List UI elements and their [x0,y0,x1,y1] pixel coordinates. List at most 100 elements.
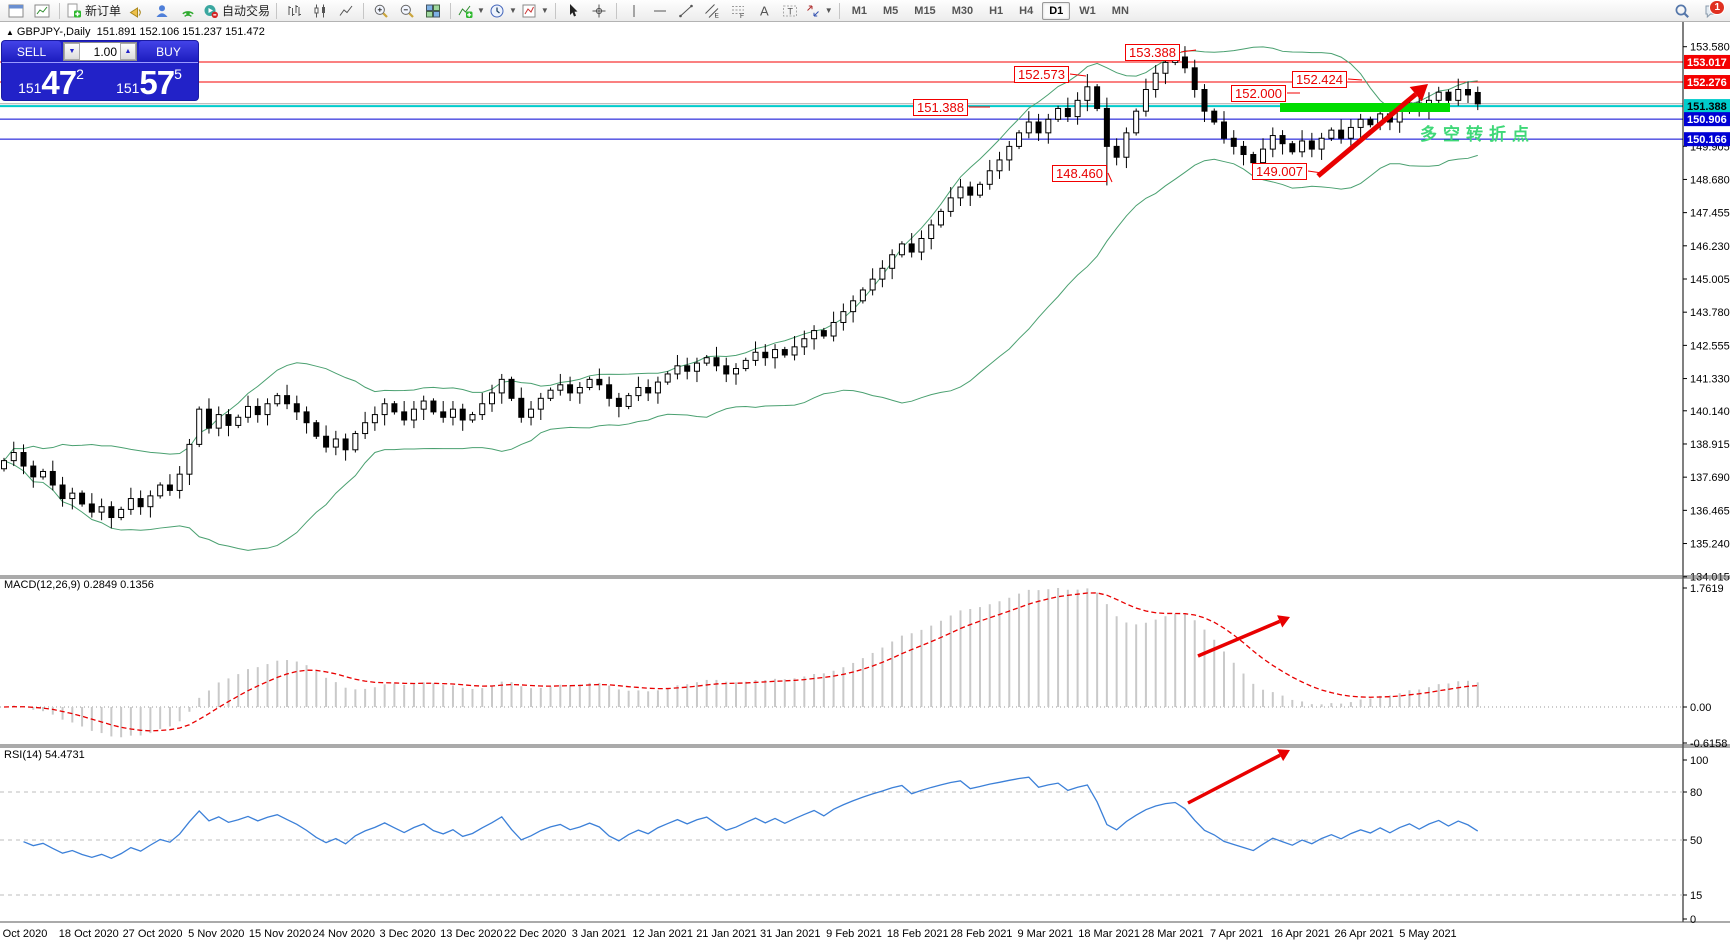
bar-chart-icon[interactable] [281,1,307,21]
timeframe-D1[interactable]: D1 [1042,1,1071,20]
zoom-out-icon[interactable] [394,1,420,21]
svg-text:0: 0 [1690,914,1696,926]
chart-window-icon[interactable] [29,1,55,21]
sell-price[interactable]: 151 47 2 [2,62,100,100]
date-label: 18 Oct 2020 [58,928,119,940]
price-callout[interactable]: 149.007 [1252,163,1307,180]
bar-chart-icon [288,4,302,16]
candlestick-chart-icon[interactable] [307,1,333,21]
chevron-down-icon[interactable]: ▼ [477,6,485,15]
volume-up-button[interactable]: ▲ [120,43,136,60]
notifications-button[interactable]: 1 [1701,0,1725,21]
autotrading-button[interactable]: 自动交易 [201,1,272,21]
cursor-icon[interactable] [560,1,586,21]
alerts-icon[interactable] [123,1,149,21]
vertical-line-icon [633,4,635,17]
toolbar-separator [615,2,617,19]
price-callout[interactable]: 151.388 [913,99,968,116]
text-label-icon[interactable]: T [777,1,803,21]
periods-icon [490,4,504,17]
market-icon [156,4,168,17]
svg-text:150.906: 150.906 [1687,114,1727,126]
arrows-icon[interactable]: ▼ [803,1,835,21]
price-callout[interactable]: 152.000 [1231,85,1286,102]
toolbar-separator [59,2,60,19]
timeframe-MN[interactable]: MN [1111,4,1129,17]
date-label: 7 Apr 2021 [1210,928,1264,940]
sell-button[interactable]: SELL [2,41,61,62]
line-chart-icon [339,5,353,16]
vertical-line-icon[interactable] [621,1,647,21]
svg-text:153.580: 153.580 [1690,42,1730,54]
fibonacci-icon[interactable]: F [725,1,751,21]
periods-icon[interactable]: ▼ [487,1,519,21]
volume-down-button[interactable]: ▼ [64,43,80,60]
price-callout[interactable]: 152.424 [1292,71,1347,88]
tile-windows-icon[interactable] [420,1,446,21]
chevron-down-icon[interactable]: ▼ [824,6,833,15]
new-order-icon [67,3,81,17]
chevron-down-icon[interactable]: ▼ [508,6,517,15]
buy-button[interactable]: BUY [139,41,198,62]
trendline-icon[interactable] [673,1,699,21]
search-icon [1675,4,1689,18]
date-label: 12 Jan 2021 [632,928,693,940]
trendline-icon [678,4,693,17]
macd-label: MACD(12,26,9) 0.2849 0.1356 [4,579,154,591]
annotation-text[interactable]: 多空转折点 [1420,125,1535,144]
signals-icon [182,10,194,17]
timeframe-H1[interactable]: H1 [989,4,1004,17]
date-label: 3 Jan 2021 [571,928,627,940]
svg-text:146.230: 146.230 [1690,241,1730,253]
timeframe-W1[interactable]: W1 [1079,4,1096,17]
svg-text:135.240: 135.240 [1690,539,1730,551]
timeframe-M30[interactable]: M30 [951,4,974,17]
toolbar-separator [363,2,365,19]
svg-text:T: T [787,6,793,16]
chevron-down-icon[interactable]: ▼ [540,6,549,15]
date-label: 26 Apr 2021 [1334,928,1394,940]
svg-text:147.455: 147.455 [1690,208,1730,220]
price-callout[interactable]: 153.388 [1125,44,1180,61]
date-label: 22 Dec 2020 [503,928,567,940]
market-icon[interactable] [149,1,175,21]
timeframe-M5[interactable]: M5 [883,4,899,17]
toolbar-separator [838,2,840,19]
price-callout[interactable]: 148.460 [1052,165,1107,182]
templates-icon[interactable]: ▼ [519,1,551,21]
cursor-icon [569,3,578,16]
collapse-icon[interactable]: ▲ [6,28,14,37]
date-label: 21 Jan 2021 [696,928,757,940]
volume-value[interactable]: 1.00 [93,44,117,59]
timeframe-H4[interactable]: H4 [1019,4,1034,17]
notification-badge: 1 [1709,0,1725,15]
new-order-button[interactable]: 新订单 [64,1,123,21]
date-label: 13 Dec 2020 [440,928,503,940]
svg-text:152.276: 152.276 [1687,77,1727,89]
svg-text:15: 15 [1690,890,1702,902]
zoom-in-icon[interactable] [368,1,394,21]
buy-price-sup: 5 [174,66,182,82]
horizontal-line-icon[interactable] [647,1,673,21]
timeframe-M15[interactable]: M15 [914,4,936,17]
window-icon[interactable] [3,1,29,21]
indicators-icon[interactable]: ▼ [455,1,487,21]
svg-text:1.7619: 1.7619 [1690,583,1724,595]
line-chart-icon[interactable] [333,1,359,21]
ohlc-values: 151.891 152.106 151.237 151.472 [96,26,265,38]
timeframe-M1[interactable]: M1 [851,4,867,17]
crosshair-icon[interactable] [586,1,612,21]
search-button[interactable] [1669,1,1695,21]
alerts-icon [129,6,141,18]
buy-price[interactable]: 151 57 5 [100,62,198,100]
tile-windows-icon [426,4,441,17]
arrows-icon [806,5,819,16]
svg-text:A: A [760,3,769,18]
price-callout[interactable]: 152.573 [1014,66,1069,83]
text-icon: A [760,3,769,18]
signals-icon[interactable] [175,1,201,21]
channel-icon[interactable]: E [699,1,725,21]
text-icon[interactable]: A [751,1,777,21]
